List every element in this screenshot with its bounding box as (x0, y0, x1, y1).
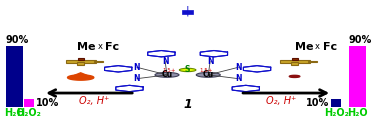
Text: 10%: 10% (36, 98, 59, 108)
Text: H₂O₂: H₂O₂ (17, 108, 41, 117)
Bar (291, 62, 298, 65)
Text: H₂O₂: H₂O₂ (324, 108, 349, 117)
Bar (182, 10, 193, 14)
Text: Cu: Cu (203, 70, 214, 79)
Text: O₂, H⁺: O₂, H⁺ (266, 96, 297, 106)
Text: 1.5+: 1.5+ (162, 68, 176, 73)
Text: Me: Me (294, 42, 313, 52)
Text: 1.5+: 1.5+ (200, 68, 213, 73)
Text: H₂O: H₂O (347, 108, 368, 117)
Text: H₂O: H₂O (4, 108, 25, 117)
Polygon shape (200, 51, 228, 57)
Text: 10%: 10% (306, 98, 329, 108)
Text: 90%: 90% (349, 35, 372, 45)
Polygon shape (289, 75, 300, 77)
Bar (24, 99, 34, 107)
Bar (66, 60, 96, 63)
Bar (291, 58, 297, 60)
Bar (6, 46, 23, 107)
Polygon shape (243, 66, 271, 72)
Bar (308, 60, 317, 62)
Polygon shape (105, 66, 132, 72)
Text: x: x (98, 42, 102, 51)
Text: Me: Me (77, 42, 95, 52)
Text: 90%: 90% (6, 35, 29, 45)
Bar (77, 62, 84, 65)
Circle shape (155, 72, 179, 77)
Text: x: x (315, 42, 320, 51)
Text: N: N (134, 63, 140, 72)
Text: |: | (186, 5, 189, 16)
Circle shape (196, 72, 220, 77)
Polygon shape (68, 75, 94, 80)
Text: N: N (162, 57, 168, 66)
Polygon shape (116, 85, 143, 92)
Circle shape (180, 68, 196, 72)
Polygon shape (74, 73, 87, 75)
Text: Fc: Fc (105, 42, 119, 52)
Text: N: N (235, 74, 242, 83)
Text: N: N (134, 74, 140, 83)
Text: O₂, H⁺: O₂, H⁺ (79, 96, 109, 106)
Bar (77, 58, 84, 60)
Bar (94, 60, 103, 62)
Bar (331, 99, 341, 107)
Text: N: N (207, 57, 214, 66)
Text: Cu: Cu (161, 70, 172, 79)
Text: N: N (235, 63, 242, 72)
Bar (349, 46, 366, 107)
Polygon shape (148, 51, 175, 57)
Text: S: S (185, 66, 190, 74)
Text: 1: 1 (183, 98, 192, 111)
Bar (280, 60, 310, 63)
Text: Fc: Fc (323, 42, 337, 52)
Polygon shape (232, 85, 259, 92)
